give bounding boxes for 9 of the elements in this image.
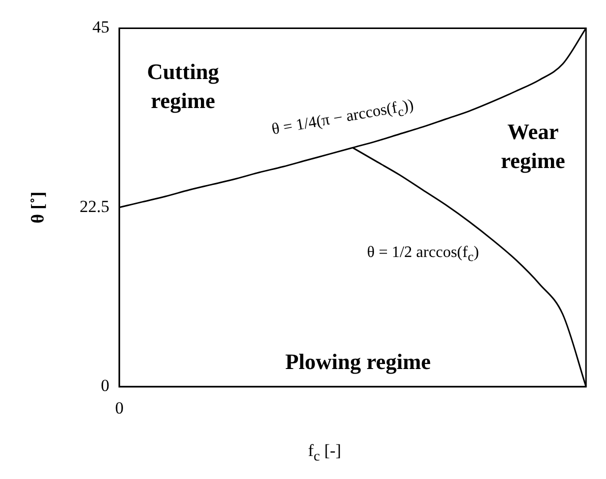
annotation: Cutting regime (146, 58, 220, 115)
annotation: θ = 1/2 arccos(f$_{c}$) (366, 243, 480, 266)
y-axis-title: θ [˚] (27, 191, 48, 224)
y-tick-label: 45 (92, 18, 110, 37)
x-axis-title: f$_{c}$ [-] (308, 441, 342, 466)
annotation: Plowing regime (284, 348, 432, 376)
annotation: Wear regime (500, 118, 566, 175)
y-tick-label: 22.5 (80, 196, 110, 216)
y-tick-label: 0 (100, 376, 110, 396)
